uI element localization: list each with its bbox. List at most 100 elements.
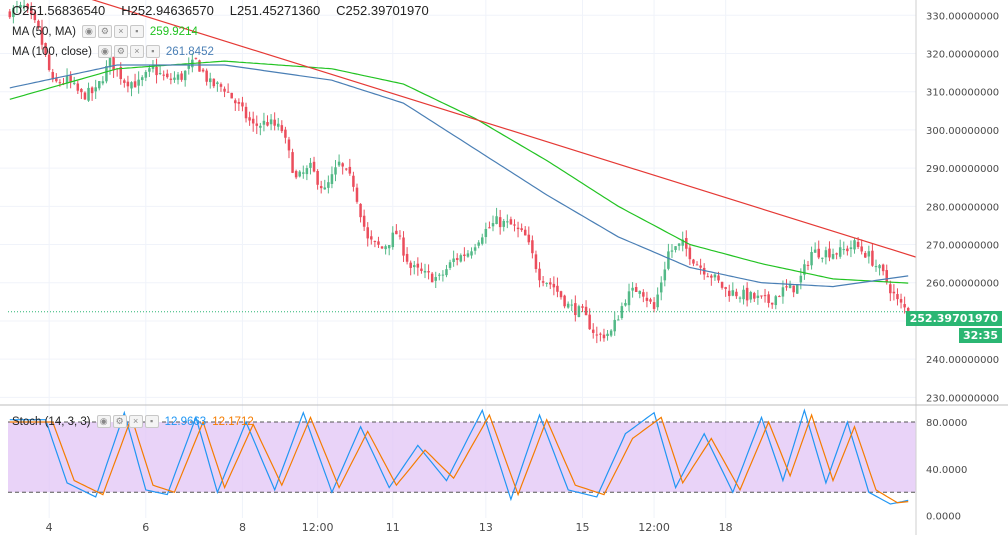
candle-body [824,250,828,258]
candle-body [244,106,248,119]
stoch-k-line [9,408,909,505]
eye-icon[interactable]: ◉ [97,45,112,58]
candle-body [370,236,373,240]
candle-body [570,304,574,306]
candle-body [173,77,176,80]
candle-body [634,287,638,292]
candle-body [205,70,208,82]
x-tick-label: 11 [386,521,400,534]
candle-body [234,100,237,104]
candle-body [47,54,51,70]
candle-body [520,228,523,231]
candle-body [602,334,606,339]
candle-body [803,264,806,275]
candle-body [319,186,323,189]
candle-body [513,224,516,226]
close-icon[interactable]: × [129,45,144,58]
ma50-legend[interactable]: MA (50, MA) ◉ ⚙ × ▪ 259.9214 [12,25,198,38]
candle-body [373,241,377,243]
candle-body [609,330,613,336]
stoch-buttons: ◉ ⚙ × ▪ [96,415,159,428]
candle-body [291,152,294,173]
settings-icon[interactable]: ⚙ [97,25,112,38]
candle-body [248,117,251,121]
candle-body [566,303,570,308]
candle-body [151,66,155,69]
candle-body [12,7,15,18]
settings-icon[interactable]: ⚙ [112,415,127,428]
eye-icon[interactable]: ◉ [81,25,96,38]
candle-body [781,287,785,297]
candle-body [266,122,269,126]
ma100-legend[interactable]: MA (100, close) ◉ ⚙ × ▪ 261.8452 [12,45,214,58]
candle-body [899,299,903,303]
more-icon[interactable]: ▪ [144,415,159,428]
more-icon[interactable]: ▪ [145,45,160,58]
close-icon[interactable]: × [128,415,143,428]
stoch-band-fill [8,422,916,493]
candle-body [33,12,37,21]
candle-body [312,161,316,172]
candle-body [416,263,420,268]
candle-body [642,292,645,297]
candle-body [448,262,452,268]
candle-body [155,66,158,76]
candle-body [763,295,767,297]
candle-body [423,270,427,273]
candle-body [355,187,359,202]
candle-body [19,4,22,8]
ma50-buttons: ◉ ⚙ × ▪ [81,25,144,38]
candle-body [523,229,527,236]
y-tick-label: 290.00000000 [926,164,999,175]
candle-body [770,302,774,305]
candle-body [649,299,652,302]
candle-body [864,252,867,258]
candle-body [659,282,663,293]
candle-body [352,175,355,187]
candle-body [556,285,559,292]
candle-body [434,277,437,281]
candle-body [237,101,241,104]
candle-body [105,66,108,82]
candle-body [80,88,83,93]
x-tick-label: 13 [479,521,493,534]
stoch-y-tick-label: 40.0000 [926,465,967,476]
stoch-legend[interactable]: Stoch (14, 3, 3) ◉ ⚙ × ▪ 12.9663 12.1712 [12,415,254,428]
candle-body [538,268,541,281]
settings-icon[interactable]: ⚙ [113,45,128,58]
candle-body [545,282,548,284]
candle-body [334,167,337,175]
candle-body [874,266,878,268]
candle-body [119,66,123,80]
candle-body [366,227,369,239]
candle-body [595,334,599,336]
candle-body [885,270,888,283]
trend-line [91,0,917,258]
candle-body [166,73,169,78]
close-icon[interactable]: × [113,25,128,38]
candle-body [509,219,513,225]
candle-body [194,57,198,59]
candle-body [452,258,455,263]
eye-icon[interactable]: ◉ [96,415,111,428]
candle-body [15,6,19,8]
candle-body [806,264,810,266]
candle-body [65,75,69,84]
ma50-label: MA (50, MA) [12,25,76,38]
candle-body [756,295,760,298]
candle-body [208,78,212,83]
candle-body [563,295,566,307]
candle-body [774,296,778,306]
candle-body [470,251,473,256]
candle-body [302,172,305,174]
y-tick-label: 320.00000000 [926,49,999,60]
candle-body [330,174,334,184]
more-icon[interactable]: ▪ [129,25,144,38]
candle-body [51,72,54,80]
candle-body [667,251,670,269]
x-tick-label: 12:00 [638,521,670,534]
candle-body [477,242,480,246]
candle-body [441,274,445,276]
candle-body [169,78,173,80]
